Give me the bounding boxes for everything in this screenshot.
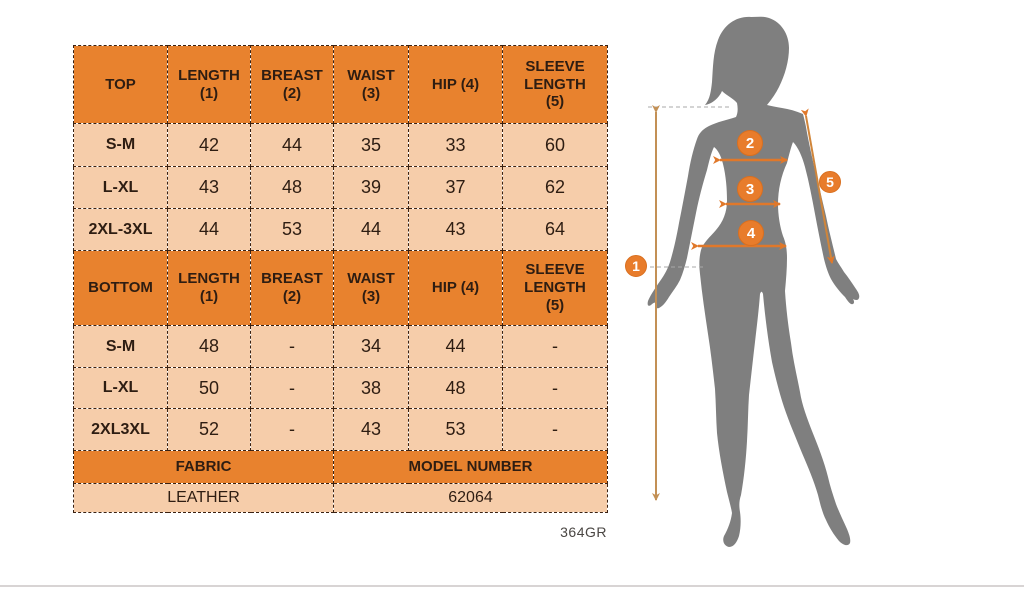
measure-badge-1: 1 [625, 255, 647, 277]
header-cell-length: LENGTH (1) [167, 45, 251, 124]
value-cell: 39 [333, 166, 409, 209]
value-cell: - [502, 325, 608, 368]
value-cell: 62 [502, 166, 608, 209]
value-cell: 43 [408, 208, 503, 251]
measure-badge-4: 4 [738, 220, 764, 246]
value-cell: 44 [333, 208, 409, 251]
header-cell-length: LENGTH (1) [167, 250, 251, 326]
size-label-cell: S-M [73, 325, 168, 368]
header-cell-fabric: FABRIC [73, 450, 334, 484]
value-cell: 44 [408, 325, 503, 368]
model-number-value-cell: 62064 [333, 483, 608, 513]
table-row: L-XL 43 48 39 37 62 [73, 166, 608, 209]
header-cell-waist: WAIST (3) [333, 250, 409, 326]
value-cell: - [250, 367, 334, 409]
value-cell: 37 [408, 166, 503, 209]
header-cell-sleeve: SLEEVE LENGTH (5) [502, 250, 608, 326]
fabric-header-row: FABRIC MODEL NUMBER [73, 450, 608, 484]
table-row: S-M 42 44 35 33 60 [73, 123, 608, 167]
header-cell-breast: BREAST (2) [250, 250, 334, 326]
value-cell: 43 [333, 408, 409, 451]
bottom-edge-divider [0, 585, 1024, 587]
product-code-label: 364GR [560, 524, 607, 540]
header-cell-sleeve: SLEEVE LENGTH (5) [502, 45, 608, 124]
header-cell-hip: HIP (4) [408, 45, 503, 124]
header-cell-breast: BREAST (2) [250, 45, 334, 124]
value-cell: 60 [502, 123, 608, 167]
top-header-row: TOP LENGTH (1) BREAST (2) WAIST (3) HIP … [73, 45, 608, 124]
size-label-cell: L-XL [73, 166, 168, 209]
value-cell: - [250, 408, 334, 451]
value-cell: 48 [250, 166, 334, 209]
value-cell: 44 [250, 123, 334, 167]
measure-badge-3: 3 [737, 176, 763, 202]
value-cell: 50 [167, 367, 251, 409]
size-label-cell: S-M [73, 123, 168, 167]
value-cell: 42 [167, 123, 251, 167]
value-cell: 53 [250, 208, 334, 251]
bottom-header-row: BOTTOM LENGTH (1) BREAST (2) WAIST (3) H… [73, 250, 608, 326]
value-cell: - [250, 325, 334, 368]
value-cell: 52 [167, 408, 251, 451]
measure-badge-5: 5 [819, 171, 841, 193]
table-row: 2XL-3XL 44 53 44 43 64 [73, 208, 608, 251]
value-cell: 35 [333, 123, 409, 167]
value-cell: - [502, 367, 608, 409]
fabric-value-row: LEATHER 62064 [73, 483, 608, 513]
size-label-cell: 2XL3XL [73, 408, 168, 451]
value-cell: 43 [167, 166, 251, 209]
fabric-value-cell: LEATHER [73, 483, 334, 513]
value-cell: 48 [167, 325, 251, 368]
header-cell-bottom: BOTTOM [73, 250, 168, 326]
value-cell: 53 [408, 408, 503, 451]
header-cell-model-number: MODEL NUMBER [333, 450, 608, 484]
table-row: L-XL 50 - 38 48 - [73, 367, 608, 409]
header-cell-top: TOP [73, 45, 168, 124]
header-cell-waist: WAIST (3) [333, 45, 409, 124]
value-cell: 48 [408, 367, 503, 409]
table-row: 2XL3XL 52 - 43 53 - [73, 408, 608, 451]
value-cell: 33 [408, 123, 503, 167]
value-cell: 38 [333, 367, 409, 409]
value-cell: 44 [167, 208, 251, 251]
value-cell: 34 [333, 325, 409, 368]
size-label-cell: L-XL [73, 367, 168, 409]
header-cell-hip: HIP (4) [408, 250, 503, 326]
measure-badge-2: 2 [737, 130, 763, 156]
value-cell: 64 [502, 208, 608, 251]
value-cell: - [502, 408, 608, 451]
table-row: S-M 48 - 34 44 - [73, 325, 608, 368]
size-chart-table: TOP LENGTH (1) BREAST (2) WAIST (3) HIP … [73, 45, 608, 513]
size-label-cell: 2XL-3XL [73, 208, 168, 251]
woman-silhouette [647, 16, 860, 547]
